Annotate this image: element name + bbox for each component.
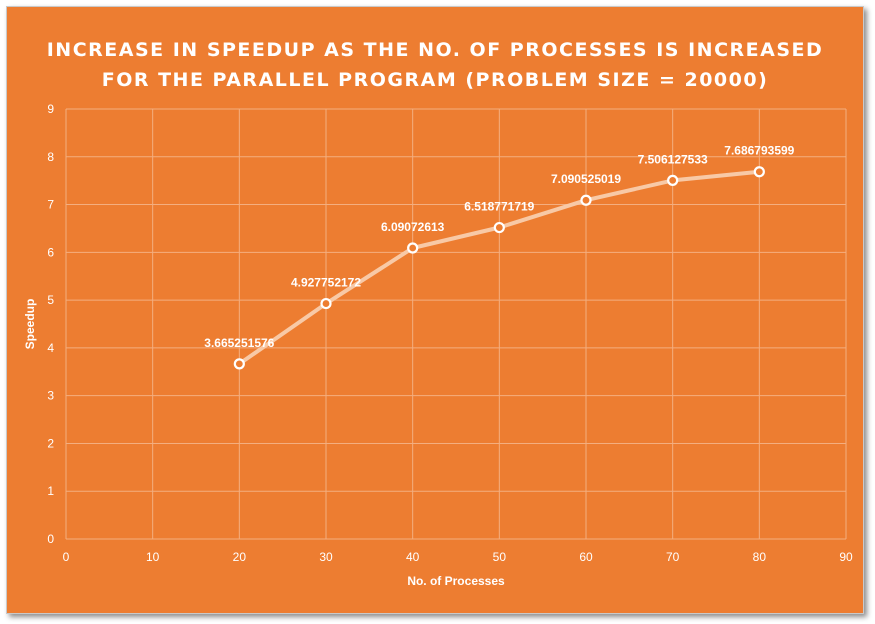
x-tick-label: 20 [233,550,247,564]
y-tick-label: 7 [47,198,54,212]
chart-frame: INCREASE IN SPEEDUP AS THE NO. OF PROCES… [6,6,864,614]
data-label: 4.927752172 [291,276,361,290]
x-axis-title: No. of Processes [407,574,505,588]
data-labels: 3.665251576 4.927752172 6.09072613 6.518771… [204,144,794,350]
x-tick-label: 70 [666,550,680,564]
y-tick-label: 0 [47,532,54,546]
x-tick-labels: 0 10 20 30 40 50 60 70 80 90 [63,550,853,564]
data-point [233,358,245,370]
chart-title-line-1: INCREASE IN SPEEDUP AS THE NO. OF PROCES… [46,39,824,61]
x-tick-label: 60 [579,550,593,564]
data-label: 7.686793599 [724,144,794,158]
chart-title: INCREASE IN SPEEDUP AS THE NO. OF PROCES… [7,35,863,95]
y-tick-label: 4 [47,341,54,355]
x-tick-label: 10 [146,550,160,564]
y-tick-label: 8 [47,150,54,164]
speedup-series [233,166,765,370]
x-tick-label: 50 [493,550,507,564]
data-label: 6.518771719 [464,200,534,214]
y-tick-label: 5 [47,293,54,307]
x-tick-label: 30 [319,550,333,564]
y-tick-label: 1 [47,484,54,498]
y-tick-label: 6 [47,245,54,259]
data-label: 6.09072613 [381,220,445,234]
y-tick-labels: 0 1 2 3 4 5 6 7 8 9 [47,102,54,546]
x-tick-label: 80 [753,550,767,564]
chart-title-line-2: FOR THE PARALLEL PROGRAM (PROBLEM SIZE =… [101,69,769,91]
y-tick-label: 9 [47,102,54,116]
data-point [667,174,679,186]
x-tick-label: 90 [839,550,853,564]
data-point [407,242,419,254]
data-label: 7.090525019 [551,172,621,186]
y-tick-label: 3 [47,389,54,403]
y-tick-label: 2 [47,436,54,450]
data-point [580,194,592,206]
data-label: 3.665251576 [204,336,274,350]
gridlines [65,108,847,540]
y-axis-title: Speedup [23,299,37,350]
x-tick-label: 40 [406,550,420,564]
data-point [320,297,332,310]
data-label: 7.506127533 [638,152,708,166]
plot-area: 0 1 2 3 4 5 6 7 8 9 0 10 20 30 40 50 60 70 80 90 3.6652515… [23,102,853,588]
data-point [493,221,505,234]
x-tick-label: 0 [63,550,70,564]
data-point [753,166,765,178]
